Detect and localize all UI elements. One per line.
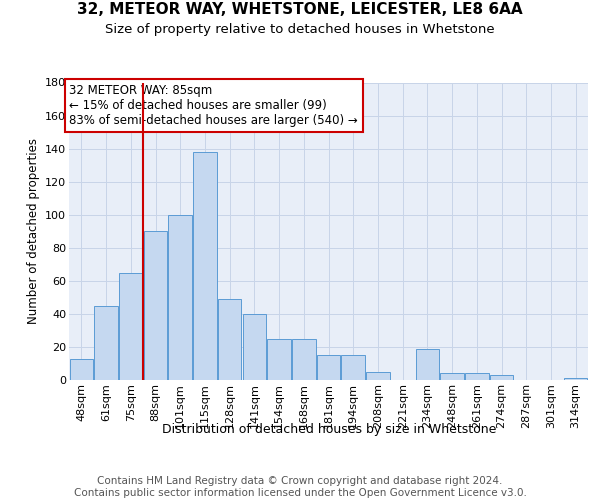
Bar [218,299,241,380]
Bar [94,306,118,380]
Bar [366,372,389,380]
Bar [564,378,587,380]
Bar [268,338,291,380]
Bar [70,358,93,380]
Text: Contains HM Land Registry data © Crown copyright and database right 2024.
Contai: Contains HM Land Registry data © Crown c… [74,476,526,498]
Text: Size of property relative to detached houses in Whetstone: Size of property relative to detached ho… [105,22,495,36]
Bar [242,314,266,380]
Bar [169,214,192,380]
Bar [341,355,365,380]
Bar [440,374,464,380]
Bar [193,152,217,380]
Bar [144,231,167,380]
Y-axis label: Number of detached properties: Number of detached properties [26,138,40,324]
Text: 32, METEOR WAY, WHETSTONE, LEICESTER, LE8 6AA: 32, METEOR WAY, WHETSTONE, LEICESTER, LE… [77,2,523,18]
Bar [465,374,488,380]
Text: 32 METEOR WAY: 85sqm
← 15% of detached houses are smaller (99)
83% of semi-detac: 32 METEOR WAY: 85sqm ← 15% of detached h… [70,84,358,127]
Bar [292,338,316,380]
Bar [416,348,439,380]
Bar [119,272,143,380]
Bar [490,375,513,380]
Bar [317,355,340,380]
Text: Distribution of detached houses by size in Whetstone: Distribution of detached houses by size … [161,422,496,436]
